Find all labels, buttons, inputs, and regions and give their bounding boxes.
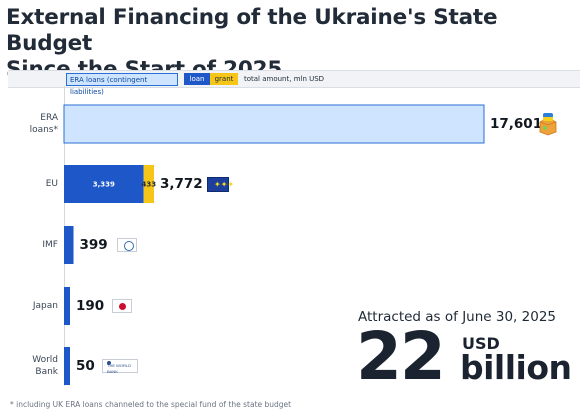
bar-grant-eu [143, 165, 155, 203]
total-label-world-bank: 50 [76, 358, 95, 374]
category-label-line: World [32, 355, 58, 365]
chart-legend: ERA loans (contingent liabilities) loan … [8, 70, 580, 96]
category-label-line: ERA [40, 113, 58, 123]
bar-loan-eu [64, 165, 144, 203]
summary-scale: billion [460, 348, 572, 387]
category-label-line: loans* [29, 125, 58, 135]
category-label-line: Japan [32, 301, 58, 311]
category-label-world-bank: World Bank [6, 354, 58, 378]
summary-total-number: 22 [356, 318, 446, 395]
category-label-japan: Japan [6, 300, 58, 312]
japan-flag-icon [112, 299, 132, 313]
legend-item-loan: loan [184, 73, 210, 85]
bar-era-loans-era-loans [63, 104, 485, 144]
ukraine-gift-icon [539, 113, 557, 136]
footnote: * including UK ERA loans channeled to th… [10, 400, 292, 409]
category-label-line: IMF [42, 240, 58, 250]
bar-loan-japan [64, 287, 70, 325]
category-label-imf: IMF [6, 239, 58, 251]
category-label-line: Bank [35, 367, 58, 377]
summary-caption: Attracted as of June 30, 2025 [358, 309, 556, 325]
segment-label-eu-grant: 433 [142, 181, 157, 189]
imf-logo-icon [117, 238, 137, 252]
category-label-era-loans: ERA loans* [6, 112, 58, 136]
total-label-era-loans: 17,601 [490, 116, 543, 132]
world-bank-logo-icon: THE WORLD BANK [102, 359, 138, 374]
category-label-line: EU [45, 179, 58, 189]
total-label-eu: 3,772 [160, 176, 203, 192]
category-label-eu: EU [6, 178, 58, 190]
legend-item-grant: grant [210, 73, 238, 85]
summary-currency: USD [462, 334, 500, 353]
chart-title-line-1: External Financing of the Ukraine's Stat… [6, 5, 498, 56]
eu-flag-icon: ✦✦✦ [207, 177, 234, 192]
world-bank-logo-text: THE WORLD BANK [107, 363, 131, 374]
total-label-imf: 399 [79, 237, 108, 253]
total-label-japan: 190 [76, 298, 105, 314]
bar-loan-world-bank [64, 347, 70, 385]
bar-loan-imf [64, 226, 74, 264]
segment-label-eu-loan: 3,339 [93, 181, 115, 189]
legend-unit-note: total amount, mln USD [244, 75, 325, 83]
legend-item-era-loans: ERA loans (contingent liabilities) [66, 73, 178, 96]
